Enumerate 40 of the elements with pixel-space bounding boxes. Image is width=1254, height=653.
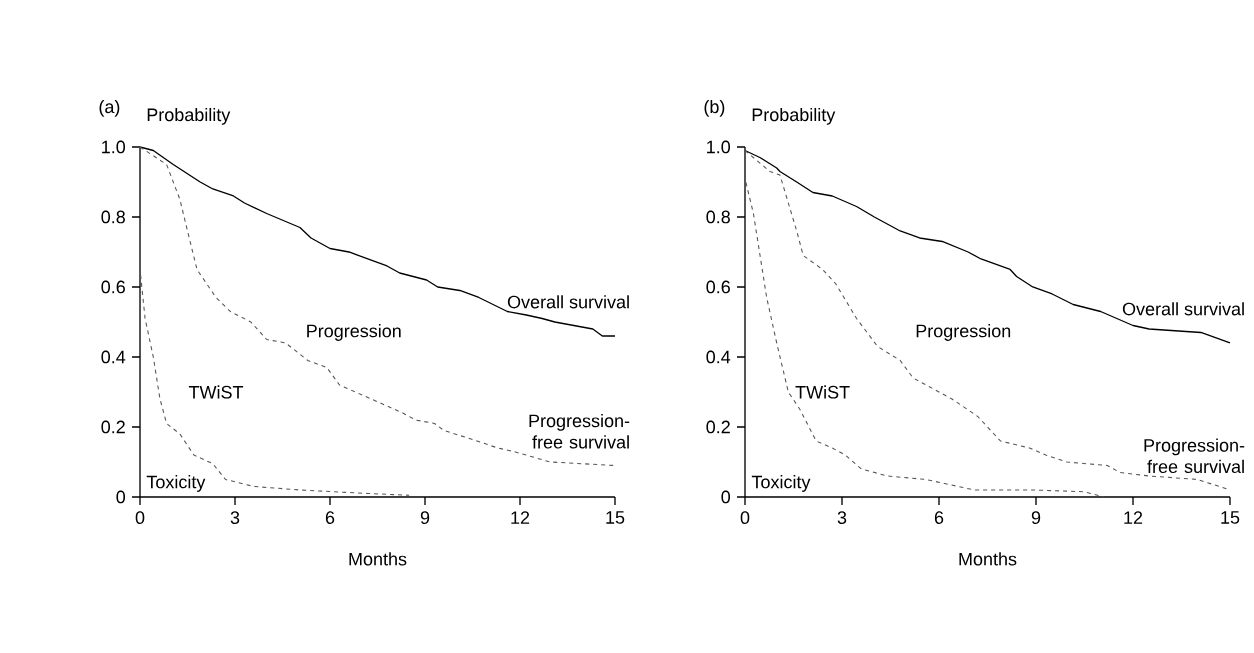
- x-tick-label: 3: [230, 511, 240, 524]
- y-axis-title: Probability: [147, 107, 231, 125]
- y-tick-label: 0.8: [706, 210, 730, 224]
- x-axis-title: Months: [959, 552, 1017, 566]
- y-tick-label: 0: [721, 490, 731, 504]
- y-tick-label: 1.0: [707, 140, 731, 154]
- annotation: Progression: [307, 324, 401, 341]
- x-tick-label: 12: [1124, 511, 1143, 524]
- x-tick-label: 9: [1031, 511, 1041, 524]
- x-tick-label: 0: [740, 511, 750, 524]
- y-axis-title: Probability: [752, 107, 836, 125]
- y-tick-label: 0.2: [706, 420, 730, 434]
- y-tick-label: 0.6: [101, 280, 125, 294]
- series-label: Toxicity: [751, 475, 811, 492]
- chart-title: (a): [99, 99, 120, 117]
- series-label: Overall survival: [1122, 302, 1244, 316]
- x-tick-label: 6: [325, 511, 335, 524]
- y-tick-label: 0.4: [101, 350, 126, 364]
- series-label: Progression-free survival: [1144, 438, 1245, 474]
- x-tick-label: 12: [511, 511, 530, 524]
- series-label: Toxicity: [146, 475, 206, 492]
- y-tick-label: 0.8: [101, 210, 125, 224]
- series-label: Progression-free survival: [529, 414, 630, 449]
- y-tick-label: 0: [116, 490, 126, 504]
- x-tick-label: 0: [135, 511, 145, 524]
- series-label: Overall survival: [507, 295, 629, 309]
- x-tick-label: 3: [837, 511, 847, 524]
- y-tick-label: 0.2: [101, 420, 125, 434]
- x-tick-label: 15: [606, 511, 625, 524]
- annotation: Progression: [916, 324, 1011, 341]
- x-axis-title: Months: [349, 552, 407, 566]
- annotation: TWiST: [795, 385, 850, 399]
- y-tick-label: 0.4: [706, 350, 731, 364]
- annotation: TWiST: [188, 385, 244, 399]
- x-tick-label: 15: [1221, 511, 1240, 524]
- y-tick-label: 1.0: [102, 140, 126, 154]
- chart-title: (b): [704, 99, 725, 117]
- x-tick-label: 9: [420, 511, 430, 524]
- y-tick-label: 0.6: [706, 280, 730, 294]
- x-tick-label: 6: [934, 511, 944, 524]
